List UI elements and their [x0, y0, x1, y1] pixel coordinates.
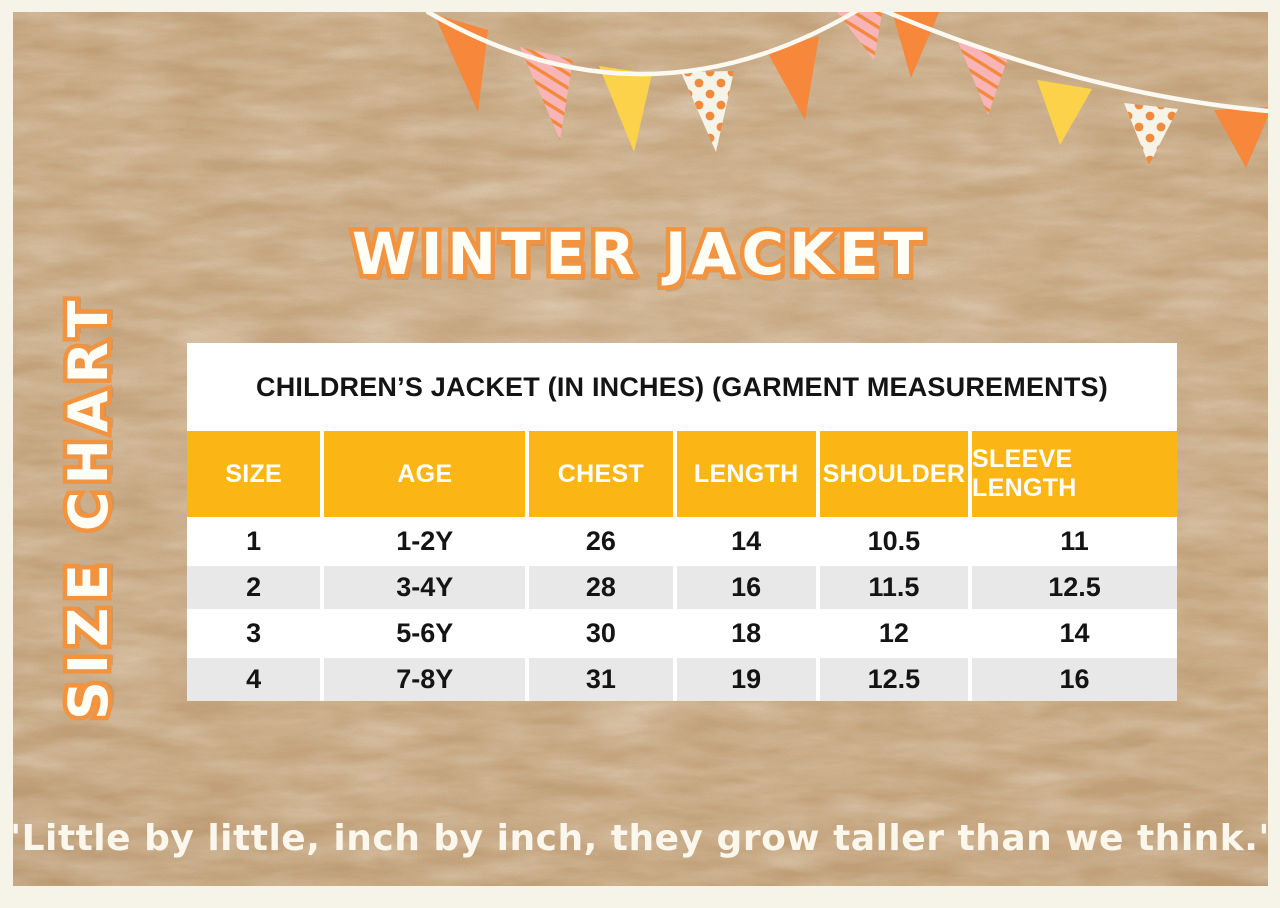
table-cell: 10.5 — [819, 520, 969, 563]
table-cell: 26 — [529, 520, 673, 563]
table-cell: 19 — [676, 658, 816, 701]
bunting-flags-left-strand — [434, 0, 940, 152]
table-cell: 16 — [972, 658, 1177, 701]
side-label-text: SIZE CHART — [57, 293, 120, 720]
table-cell: 30 — [529, 612, 673, 655]
table-cell: 11 — [972, 520, 1177, 563]
table-cell: 4 — [187, 658, 321, 701]
header-cell-size: SIZE — [187, 431, 321, 517]
table-cell: 5-6Y — [324, 612, 526, 655]
flag-orange — [1214, 107, 1272, 168]
table-cell: 3 — [187, 612, 321, 655]
table-cell: 11.5 — [819, 566, 969, 609]
bunting-decoration — [425, 0, 1280, 168]
table-cell: 14 — [676, 520, 816, 563]
table-cell: 12.5 — [972, 566, 1177, 609]
header-cell-chest: CHEST — [529, 431, 673, 517]
table-cell: 2 — [187, 566, 321, 609]
table-cell: 18 — [676, 612, 816, 655]
table-cell: 1-2Y — [324, 520, 526, 563]
table-cell: 28 — [529, 566, 673, 609]
header-cell-sleeve-length: SLEEVE LENGTH — [972, 431, 1177, 517]
side-label: SIZE CHART SIZE CHART — [53, 289, 137, 724]
header-cell-shoulder: SHOULDER — [819, 431, 969, 517]
flag-yellow — [1037, 80, 1092, 145]
header-cell-age: AGE — [324, 431, 526, 517]
page-title: WINTER JACKET WINTER JACKET — [0, 216, 1280, 306]
table-cell: 14 — [972, 612, 1177, 655]
table-caption: CHILDREN’S JACKET (IN INCHES) (GARMENT M… — [256, 371, 1108, 402]
flag-cream-dotted — [681, 71, 734, 152]
flag-yellow — [599, 66, 652, 152]
flag-orange — [888, 0, 940, 78]
table-cell: 1 — [187, 520, 321, 563]
quote-text: "Little by little, inch by inch, they gr… — [2, 818, 1278, 859]
table-cell: 31 — [529, 658, 673, 701]
header-cell-length: LENGTH — [676, 431, 816, 517]
flag-cream-dotted — [1124, 103, 1178, 165]
table-cell: 7-8Y — [324, 658, 526, 701]
size-table: SIZE AGE CHEST LENGTH SHOULDER SLEEVE LE… — [187, 431, 1177, 701]
table-cell: 16 — [676, 566, 816, 609]
table-cell: 12 — [819, 612, 969, 655]
page-title-text: WINTER JACKET — [351, 220, 929, 288]
table-cell: 3-4Y — [324, 566, 526, 609]
size-table-panel: CHILDREN’S JACKET (IN INCHES) (GARMENT M… — [187, 343, 1177, 701]
table-cell: 12.5 — [819, 658, 969, 701]
